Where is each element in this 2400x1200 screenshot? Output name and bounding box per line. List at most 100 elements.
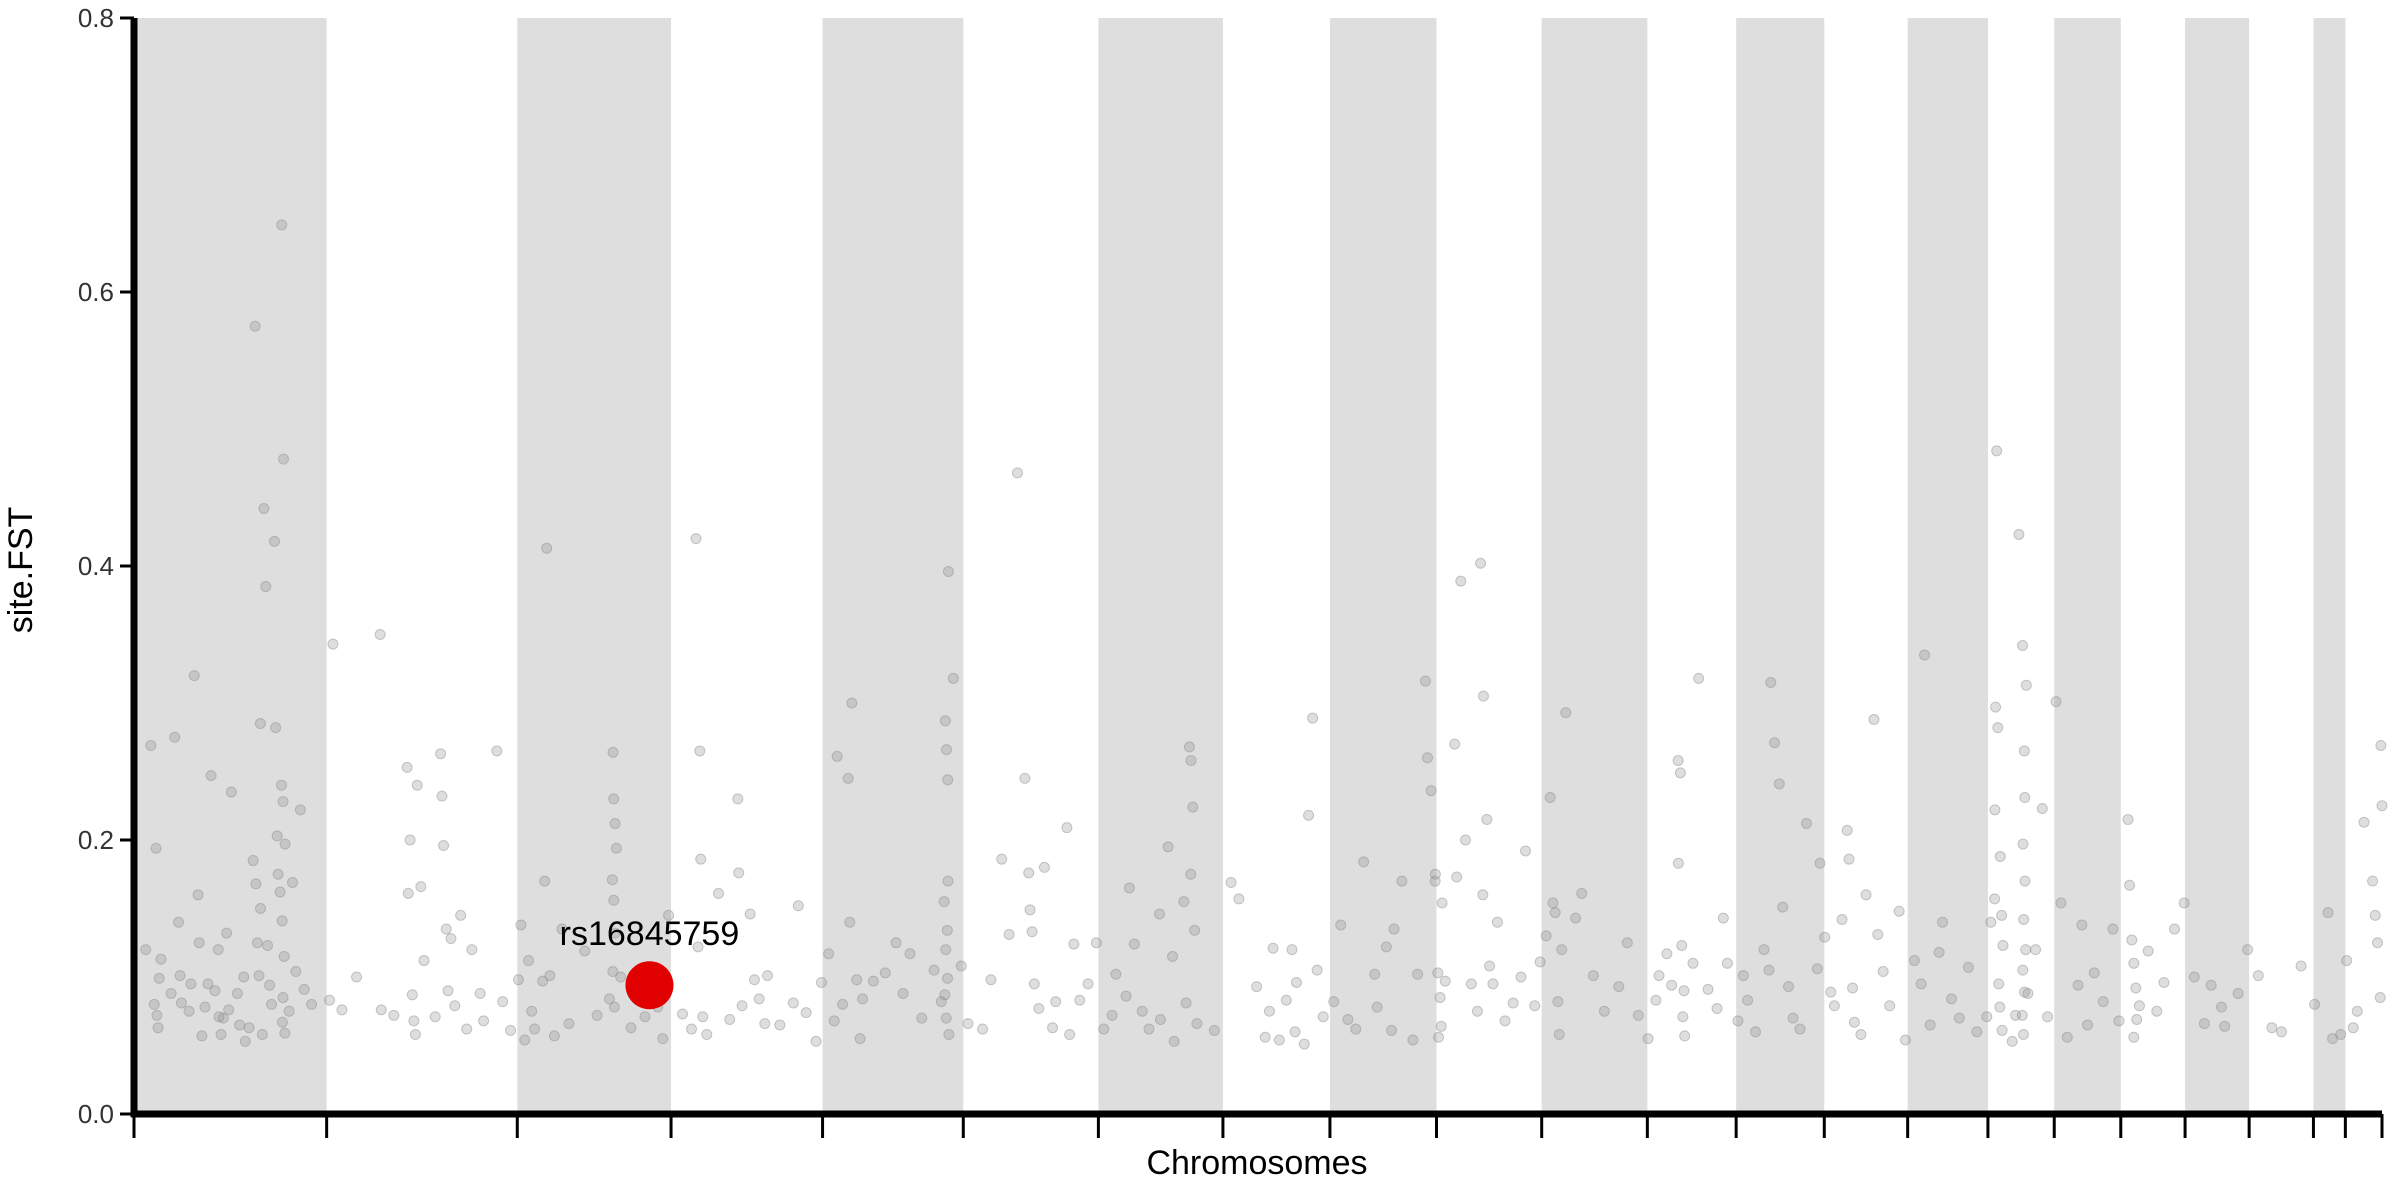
- snp-point: [2205, 979, 2217, 991]
- snp-point: [290, 966, 302, 978]
- snp-point: [408, 1015, 420, 1027]
- snp-point: [1765, 676, 1777, 688]
- snp-point: [512, 974, 524, 986]
- snp-point: [1011, 467, 1023, 479]
- snp-point: [1985, 916, 1997, 928]
- snp-point: [1123, 882, 1135, 894]
- snp-point: [608, 1001, 620, 1013]
- chromosome-band: [1907, 18, 1988, 1114]
- y-tick-label: 0.6: [78, 277, 114, 307]
- highlight-label: rs16845759: [560, 915, 740, 953]
- snp-point: [409, 1029, 421, 1041]
- snp-point: [406, 989, 418, 1001]
- snp-point: [1672, 857, 1684, 869]
- snp-point: [1475, 557, 1487, 569]
- snp-point: [1429, 868, 1441, 880]
- snp-point: [519, 1034, 531, 1046]
- snp-point: [1773, 778, 1785, 790]
- snp-point: [609, 927, 621, 939]
- snp-point: [962, 1018, 974, 1030]
- snp-point: [2367, 875, 2379, 887]
- snp-point: [2351, 1005, 2363, 1017]
- snp-point: [1899, 1034, 1911, 1046]
- snp-point: [1047, 1022, 1059, 1034]
- snp-point: [548, 1030, 560, 1042]
- snp-point: [753, 993, 765, 1005]
- snp-point: [2131, 1013, 2143, 1025]
- snp-point: [942, 972, 954, 984]
- snp-point: [1843, 853, 1855, 865]
- snp-point: [541, 542, 553, 554]
- snp-point: [607, 966, 619, 978]
- snp-point: [1273, 1034, 1285, 1046]
- snp-point: [2242, 944, 2254, 956]
- snp-point: [1893, 905, 1905, 917]
- snp-point: [1847, 982, 1859, 994]
- snp-point: [150, 842, 162, 854]
- snp-point: [438, 839, 450, 851]
- snp-point: [1953, 1012, 1965, 1024]
- snp-point: [823, 948, 835, 960]
- snp-point: [748, 974, 760, 986]
- snp-point: [1136, 1005, 1148, 1017]
- snp-point: [831, 750, 843, 762]
- snp-point: [474, 987, 486, 999]
- snp-point: [275, 779, 287, 791]
- snp-point: [264, 979, 276, 991]
- snp-point: [497, 996, 509, 1008]
- snp-point: [663, 909, 675, 921]
- snp-point: [2124, 879, 2136, 891]
- snp-point: [695, 853, 707, 865]
- snp-point: [2020, 679, 2032, 691]
- snp-point: [1185, 868, 1197, 880]
- snp-point: [1434, 992, 1446, 1004]
- snp-point: [2019, 792, 2031, 804]
- snp-point: [1992, 722, 2004, 734]
- snp-point: [1872, 929, 1884, 941]
- snp-point: [1487, 978, 1499, 990]
- snp-point: [1024, 904, 1036, 916]
- snp-point: [411, 779, 423, 791]
- chromosome-band: [517, 18, 672, 1114]
- y-axis-title: site.FST: [2, 507, 40, 634]
- snp-point: [251, 937, 263, 949]
- snp-point: [1298, 1038, 1310, 1050]
- snp-point: [234, 1019, 246, 1031]
- snp-point: [1033, 1003, 1045, 1015]
- snp-point: [404, 834, 416, 846]
- snp-point: [1371, 1001, 1383, 1013]
- snp-point: [1082, 978, 1094, 990]
- chromosome-band: [2185, 18, 2250, 1114]
- snp-point: [761, 970, 773, 982]
- snp-point: [1419, 675, 1431, 687]
- snp-point: [1026, 926, 1038, 938]
- snp-point: [466, 944, 478, 956]
- snp-point: [1407, 1034, 1419, 1046]
- snp-point: [1801, 818, 1813, 830]
- snp-point: [306, 998, 318, 1010]
- snp-point: [1421, 752, 1433, 764]
- snp-point: [955, 960, 967, 972]
- snp-point: [1183, 741, 1195, 753]
- snp-point: [1547, 897, 1559, 909]
- snp-point: [165, 987, 177, 999]
- snp-point: [639, 1011, 651, 1023]
- snp-point: [1991, 445, 2003, 457]
- snp-point: [140, 944, 152, 956]
- snp-point: [1993, 978, 2005, 990]
- snp-point: [374, 629, 386, 640]
- snp-point: [173, 916, 185, 928]
- snp-point: [608, 894, 620, 906]
- snp-point: [1661, 948, 1673, 960]
- snp-point: [1189, 924, 1201, 936]
- snp-point: [537, 975, 549, 987]
- snp-point: [215, 1029, 227, 1041]
- snp-point: [1465, 978, 1477, 990]
- snp-point: [939, 715, 951, 727]
- snp-point: [1908, 955, 1920, 967]
- snp-point: [2309, 998, 2321, 1010]
- snp-point: [1552, 996, 1564, 1008]
- snp-point: [2151, 1005, 2163, 1017]
- snp-point: [1471, 1005, 1483, 1017]
